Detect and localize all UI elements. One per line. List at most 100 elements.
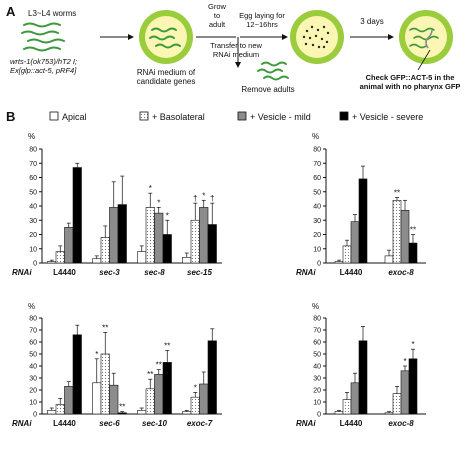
bar xyxy=(47,410,57,415)
significance-mark: * xyxy=(411,340,414,349)
bar xyxy=(162,362,172,415)
x-axis-label: RNAi xyxy=(12,419,32,428)
bar xyxy=(117,204,127,264)
y-tick-label: 50 xyxy=(313,189,321,196)
grow-line-3: adult xyxy=(209,20,226,29)
significance-mark: * xyxy=(166,211,169,220)
bar xyxy=(137,410,147,415)
bar xyxy=(207,340,217,415)
y-tick-label: 60 xyxy=(29,175,37,182)
bar xyxy=(384,255,394,264)
bar-chart: % 0 10 20 30 40 50 60 70 80 L4440 exoc-8 RNAi * * xyxy=(296,302,426,428)
egg-cluster xyxy=(302,25,330,49)
significance-mark: ** xyxy=(102,323,108,332)
bar xyxy=(408,358,418,415)
worm-icon xyxy=(409,43,427,49)
worm-icon xyxy=(425,29,433,49)
y-tick-label: 80 xyxy=(29,147,37,154)
legend-swatch xyxy=(49,111,59,121)
plate-1-caption-2: candidate genes xyxy=(137,77,196,86)
bar-chart: % 0 10 20 30 40 50 60 70 80 L4440 sec-6 sec-10 exoc-7… xyxy=(12,302,222,428)
worm-icon xyxy=(257,68,283,74)
y-tick-label: 10 xyxy=(29,400,37,407)
bar xyxy=(392,200,402,264)
significance-mark: ** xyxy=(410,226,416,235)
y-tick-label: 70 xyxy=(29,161,37,168)
bar xyxy=(92,382,102,415)
bar xyxy=(358,178,368,264)
worm-icon xyxy=(21,30,59,36)
worm-icon xyxy=(23,46,61,52)
x-tick-label: exoc-8 xyxy=(388,268,414,277)
legend: Apical + Basolateral + Vesicle - mild + Ves… xyxy=(49,111,423,122)
grow-line-1: Grow xyxy=(208,2,227,11)
worm-icon xyxy=(27,38,65,44)
x-tick-label: sec-8 xyxy=(144,268,165,277)
y-tick-label: 50 xyxy=(29,352,37,359)
significance-mark: † xyxy=(193,194,197,203)
y-tick-label: 50 xyxy=(313,352,321,359)
plate-1 xyxy=(139,10,193,64)
bar xyxy=(100,353,110,415)
bar xyxy=(92,258,102,264)
significance-mark: † xyxy=(210,194,214,203)
worms-caption: L3~L4 worms xyxy=(28,9,76,18)
bar xyxy=(392,393,402,415)
bar xyxy=(117,412,127,415)
bar xyxy=(55,251,65,264)
y-tick-label: 0 xyxy=(33,261,37,268)
pointer-line xyxy=(417,49,431,71)
bar xyxy=(64,386,74,415)
arrow-head-icon xyxy=(388,34,394,40)
bar xyxy=(55,404,65,415)
y-tick-label: 10 xyxy=(313,246,321,253)
bar xyxy=(137,251,147,264)
transfer-line-1: Transfer to new xyxy=(210,41,262,50)
significance-mark: * xyxy=(149,184,152,193)
y-tick-label: 80 xyxy=(29,316,37,323)
bar xyxy=(182,411,192,415)
bar xyxy=(384,412,394,415)
three-days-caption: 3 days xyxy=(360,17,384,26)
bar xyxy=(342,245,352,264)
y-tick-label: 30 xyxy=(313,376,321,383)
bar xyxy=(334,261,344,264)
bar xyxy=(154,374,164,415)
bar-chart: % 0 10 20 30 40 50 60 70 80 L4440 sec-3 sec-8 sec-15 R… xyxy=(12,132,222,277)
y-tick-label: 70 xyxy=(313,161,321,168)
x-tick-label: exoc-7 xyxy=(187,419,213,428)
bar xyxy=(162,234,172,264)
significance-mark: * xyxy=(202,191,205,200)
y-tick-label: 20 xyxy=(29,388,37,395)
plate-medium xyxy=(296,16,338,58)
check-line-1: Check GFP::ACT-5 in the xyxy=(366,73,455,82)
genotype-line-1: wrts-1(ok753)/hT2 I; xyxy=(10,57,77,66)
y-tick-label: 20 xyxy=(313,388,321,395)
x-tick-label: L4440 xyxy=(340,419,363,428)
y-tick-label: 0 xyxy=(33,412,37,419)
bar xyxy=(350,382,360,415)
legend-swatch xyxy=(139,111,149,121)
significance-mark: * xyxy=(95,350,98,359)
worm-icon xyxy=(155,43,181,49)
y-tick-label: 80 xyxy=(313,147,321,154)
bar xyxy=(350,221,360,264)
bar xyxy=(334,411,344,415)
y-tick-label: 40 xyxy=(313,204,321,211)
bar xyxy=(400,209,410,264)
y-axis-unit: % xyxy=(28,132,35,141)
significance-mark: ** xyxy=(164,341,170,350)
bar xyxy=(109,384,119,415)
worm-icon xyxy=(261,61,287,67)
panel-a-label: A xyxy=(6,4,16,19)
plate-1-caption-1: RNAi medium of xyxy=(137,68,196,77)
x-tick-label: sec-3 xyxy=(99,268,120,277)
bar xyxy=(342,399,352,415)
significance-mark: * xyxy=(403,357,406,366)
y-tick-label: 60 xyxy=(313,340,321,347)
x-tick-label: exoc-8 xyxy=(388,419,414,428)
worm-group xyxy=(21,22,65,52)
plate-medium xyxy=(405,16,447,58)
y-tick-label: 70 xyxy=(29,328,37,335)
legend-label: + Vesicle - severe xyxy=(352,112,423,122)
